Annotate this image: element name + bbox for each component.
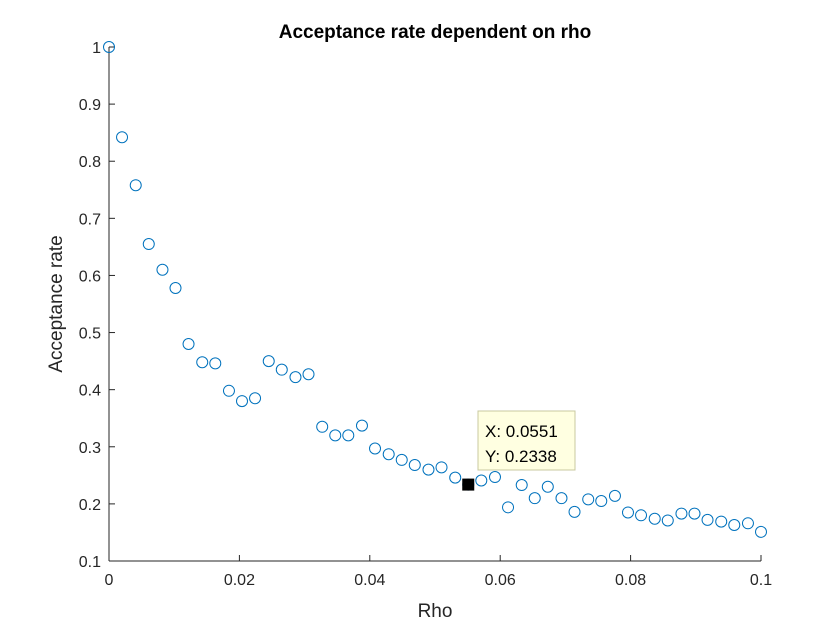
data-point[interactable]	[515, 479, 528, 492]
data-point[interactable]	[116, 131, 129, 144]
data-point[interactable]	[608, 489, 621, 502]
data-point[interactable]	[222, 384, 235, 397]
data-point[interactable]	[249, 392, 262, 405]
data-point[interactable]	[142, 238, 155, 251]
datatip[interactable]: X: 0.0551 Y: 0.2338	[462, 410, 576, 491]
datatip-box	[477, 410, 576, 471]
data-point[interactable]	[169, 282, 182, 295]
data-point[interactable]	[688, 507, 701, 520]
data-point[interactable]	[661, 514, 674, 527]
data-point[interactable]	[196, 356, 209, 369]
data-point[interactable]	[555, 492, 568, 505]
data-point[interactable]	[289, 371, 302, 384]
data-point[interactable]	[755, 525, 767, 538]
data-point[interactable]	[103, 41, 115, 53]
y-axis-label: Acceptance rate	[46, 235, 67, 372]
data-point[interactable]	[701, 513, 714, 526]
y-tick-label: 0.8	[79, 154, 101, 171]
data-point[interactable]	[329, 429, 342, 442]
data-point[interactable]	[621, 506, 634, 519]
data-point[interactable]	[488, 471, 501, 484]
data-point[interactable]	[728, 519, 741, 532]
y-tick-label: 0.1	[79, 554, 101, 571]
data-point[interactable]	[502, 501, 515, 514]
data-point[interactable]	[408, 459, 421, 472]
data-point[interactable]	[316, 420, 329, 433]
x-tick-label: 0.06	[485, 572, 516, 589]
data-point[interactable]	[156, 263, 169, 276]
data-point[interactable]	[182, 337, 195, 350]
y-tick-label: 0.9	[79, 97, 101, 114]
x-ticks: 0 0.02 0.04 0.06 0.08 0.1	[105, 555, 772, 589]
datatip-y-text: Y: 0.2338	[485, 447, 557, 466]
data-point[interactable]	[541, 480, 554, 493]
datatip-marker[interactable]	[462, 478, 475, 491]
data-point[interactable]	[302, 368, 315, 381]
x-tick-label: 0.08	[615, 572, 646, 589]
x-axis-label: Rho	[418, 601, 453, 622]
y-tick-label: 0.7	[79, 211, 101, 228]
data-point[interactable]	[129, 179, 142, 192]
y-tick-label: 0.3	[79, 440, 101, 457]
data-point[interactable]	[741, 517, 754, 530]
data-markers	[103, 41, 767, 538]
data-point[interactable]	[675, 507, 688, 520]
data-point[interactable]	[595, 495, 608, 508]
y-tick-label: 0.4	[79, 383, 101, 400]
data-point[interactable]	[635, 509, 648, 522]
data-point[interactable]	[382, 448, 395, 461]
x-tick-label: 0.04	[354, 572, 385, 589]
y-tick-label: 0.6	[79, 268, 101, 285]
data-point[interactable]	[275, 363, 288, 376]
y-tick-label: 1	[92, 40, 101, 57]
data-point[interactable]	[236, 395, 249, 408]
data-point[interactable]	[435, 461, 448, 474]
y-tick-label: 0.2	[79, 497, 101, 514]
data-point[interactable]	[209, 357, 222, 370]
data-point[interactable]	[582, 493, 595, 506]
datatip-x-text: X: 0.0551	[485, 422, 558, 441]
y-tick-label: 0.5	[79, 326, 101, 343]
x-tick-label: 0.02	[224, 572, 255, 589]
data-point[interactable]	[528, 492, 541, 505]
x-tick-label: 0	[105, 572, 114, 589]
y-ticks: 0.1 0.2 0.3 0.4 0.5 0.6 0.7 0.8 0.9 1	[79, 40, 115, 571]
plot-area	[108, 47, 761, 562]
data-point[interactable]	[342, 429, 355, 442]
chart-title: Acceptance rate dependent on rho	[279, 22, 592, 43]
data-point[interactable]	[369, 442, 382, 455]
data-point[interactable]	[568, 505, 581, 518]
data-point[interactable]	[475, 474, 488, 487]
data-point[interactable]	[648, 512, 661, 525]
data-point[interactable]	[715, 515, 728, 528]
data-point[interactable]	[355, 419, 368, 432]
data-point[interactable]	[395, 453, 408, 466]
data-point[interactable]	[422, 463, 435, 476]
x-tick-label: 0.1	[750, 572, 772, 589]
data-point[interactable]	[449, 471, 462, 484]
data-point[interactable]	[262, 355, 275, 368]
